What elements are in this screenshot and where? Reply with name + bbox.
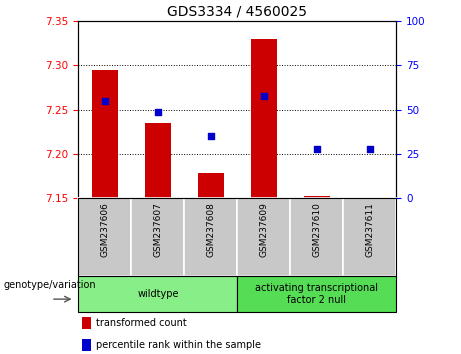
Text: GSM237609: GSM237609 xyxy=(260,202,268,257)
Bar xyxy=(251,39,277,198)
Text: wildtype: wildtype xyxy=(137,289,179,299)
Point xyxy=(366,146,373,152)
Bar xyxy=(78,276,237,312)
Point xyxy=(313,146,320,152)
Point xyxy=(101,98,109,104)
Bar xyxy=(145,123,171,198)
Text: transformed count: transformed count xyxy=(96,318,187,327)
Bar xyxy=(78,198,131,276)
Text: GSM237608: GSM237608 xyxy=(207,202,215,257)
Bar xyxy=(184,198,237,276)
Bar xyxy=(237,276,396,312)
Text: genotype/variation: genotype/variation xyxy=(4,280,96,290)
Text: activating transcriptional
factor 2 null: activating transcriptional factor 2 null xyxy=(255,283,378,305)
Text: GSM237610: GSM237610 xyxy=(313,202,321,257)
Bar xyxy=(82,316,91,329)
Point xyxy=(260,93,267,98)
Bar xyxy=(237,198,290,276)
Bar xyxy=(92,70,118,198)
Bar xyxy=(198,173,224,198)
Text: GSM237607: GSM237607 xyxy=(154,202,162,257)
Bar xyxy=(82,339,91,350)
Bar xyxy=(290,198,343,276)
Text: percentile rank within the sample: percentile rank within the sample xyxy=(96,339,261,350)
Text: GSM237611: GSM237611 xyxy=(366,202,374,257)
Bar xyxy=(304,196,330,198)
Bar xyxy=(131,198,184,276)
Bar xyxy=(343,198,396,276)
Title: GDS3334 / 4560025: GDS3334 / 4560025 xyxy=(167,5,307,19)
Point xyxy=(154,109,162,114)
Text: GSM237606: GSM237606 xyxy=(100,202,109,257)
Point xyxy=(207,133,214,139)
